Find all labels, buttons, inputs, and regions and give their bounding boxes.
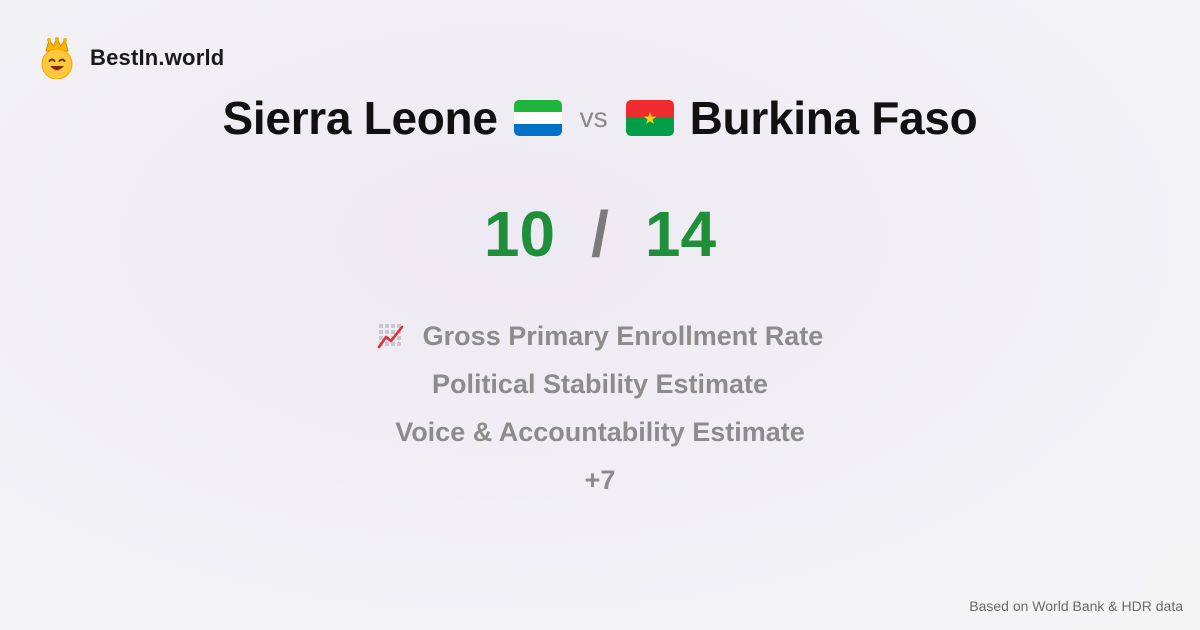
score-separator: / — [591, 198, 609, 270]
brand-name: BestIn.world — [90, 45, 225, 70]
comparison-title: Sierra Leone vs Burkina Faso — [0, 88, 1200, 148]
crowned-smiley-icon — [41, 37, 73, 79]
metric-item: Gross Primary Enrollment Rate — [0, 312, 1200, 360]
metric-label: Voice & Accountability Estimate — [395, 417, 805, 447]
vs-label: vs — [579, 102, 608, 133]
score-comparison: 10 / 14 — [0, 196, 1200, 272]
metric-label: Gross Primary Enrollment Rate — [422, 321, 824, 351]
sierra-leone-flag-icon — [513, 100, 562, 136]
right-country-name: Burkina Faso — [689, 92, 978, 144]
metric-label: +7 — [584, 465, 616, 495]
brand-logo[interactable]: BestIn.world — [38, 36, 224, 80]
burkina-faso-flag-icon — [625, 100, 674, 136]
metric-label: Political Stability Estimate — [431, 369, 769, 399]
left-score: 10 — [483, 198, 556, 270]
metric-list: Gross Primary Enrollment Rate Political … — [0, 312, 1200, 504]
chart-increasing-icon — [377, 324, 403, 349]
data-source-note: Based on World Bank & HDR data — [969, 598, 1183, 614]
left-country-name: Sierra Leone — [222, 92, 498, 144]
metric-item: Political Stability Estimate — [0, 360, 1200, 408]
right-score: 14 — [644, 198, 717, 270]
more-metrics-count: +7 — [0, 456, 1200, 504]
metric-item: Voice & Accountability Estimate — [0, 408, 1200, 456]
